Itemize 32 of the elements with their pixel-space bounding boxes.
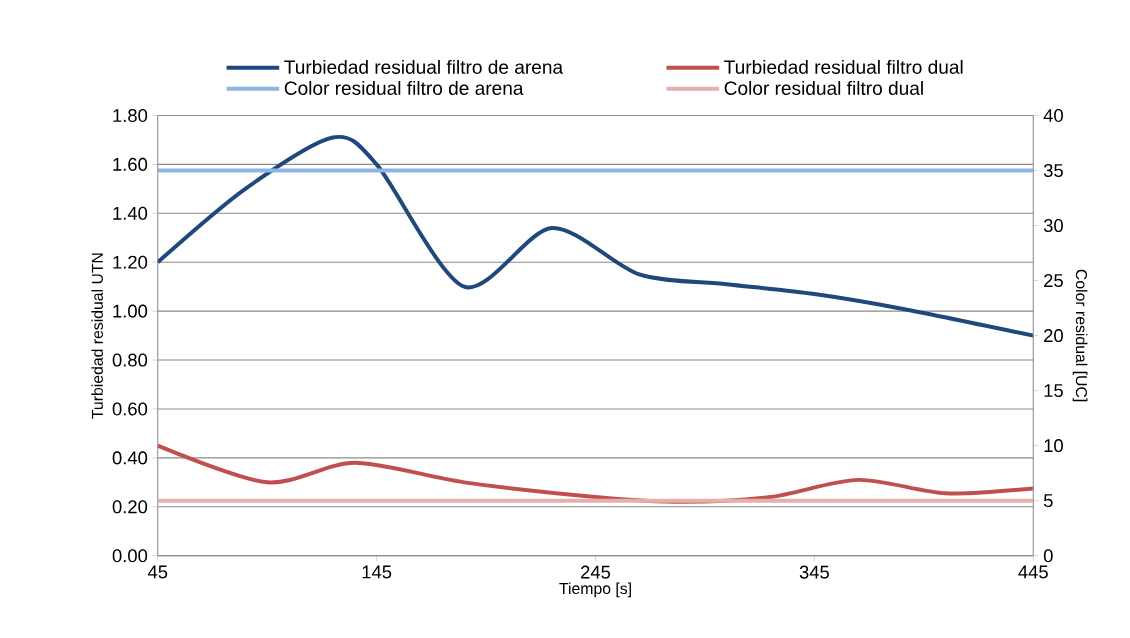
y2-tick-label: 35	[1043, 164, 1063, 178]
y2-tick-label: 25	[1044, 274, 1063, 288]
y-tick-label: 0.00	[112, 549, 148, 563]
y2-axis-title: Color residual [UC]	[1072, 269, 1088, 402]
legend-label: Color residual filtro de arena	[284, 81, 524, 96]
x-tick-label: 245	[581, 565, 611, 579]
y-tick-label: 0.80	[112, 353, 148, 367]
y-tick-label: 0.20	[112, 500, 148, 514]
y-tick-label: 0.40	[112, 451, 148, 465]
y-tick-label: 1.80	[113, 109, 148, 123]
y-tick-label: 1.00	[113, 304, 148, 318]
y-tick-label: 0.60	[112, 402, 148, 416]
y2-tick-label: 40	[1043, 109, 1063, 123]
y-tick-label: 1.20	[113, 255, 148, 269]
y-axis-title: Turbiedad residual UTN	[91, 253, 103, 419]
y2-tick-label: 5	[1043, 494, 1053, 508]
y-tick-label: 1.60	[113, 158, 148, 172]
line-series	[157, 135, 1034, 338]
y2-tick-label: 0	[1043, 549, 1053, 563]
x-axis-title: Tiempo [s]	[559, 582, 631, 598]
y2-tick-label: 20	[1044, 329, 1063, 343]
legend-label: Turbiedad residual filtro de arena	[284, 60, 564, 75]
legend-label: Color residual filtro dual	[724, 81, 923, 96]
x-tick-label: 345	[799, 565, 829, 579]
x-tick-label: 45	[147, 565, 168, 579]
y-tick-label: 1.40	[113, 206, 148, 221]
x-tick-label: 445	[1018, 565, 1048, 579]
y2-tick-label: 15	[1044, 384, 1063, 398]
y2-tick-label: 10	[1044, 439, 1063, 453]
y2-tick-label: 30	[1043, 219, 1063, 233]
x-tick-label: 145	[362, 565, 392, 579]
legend-label: Turbiedad residual filtro dual	[724, 60, 963, 75]
